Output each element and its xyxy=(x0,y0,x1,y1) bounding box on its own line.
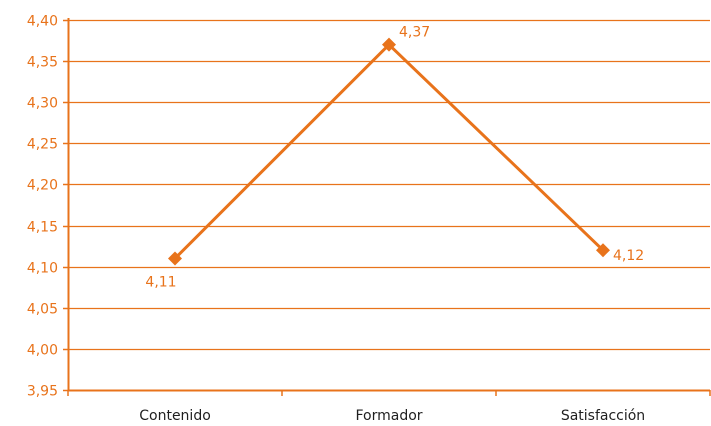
data-point-marker xyxy=(382,37,396,52)
data-label: 4,12 xyxy=(613,248,644,264)
y-tick-label: 4,40 xyxy=(27,14,58,30)
data-point-marker xyxy=(596,243,610,258)
y-tick-label: 4,20 xyxy=(27,178,58,194)
y-tick-label: 4,25 xyxy=(27,137,58,153)
y-tick-label: 4,30 xyxy=(27,96,58,112)
x-axis-tick-labels: Contenido Formador Satisfacción xyxy=(139,408,645,424)
data-label: 4,37 xyxy=(399,25,430,41)
y-tick-label: 4,05 xyxy=(27,302,58,318)
y-tick-label: 4,15 xyxy=(27,220,58,236)
y-tick-label: 4,00 xyxy=(27,343,58,359)
y-tick-label: 3,95 xyxy=(27,384,58,400)
data-point-marker xyxy=(168,251,182,266)
y-tick-label: 4,10 xyxy=(27,261,58,277)
y-axis-tick-labels: 3,95 4,00 4,05 4,10 4,15 4,20 4,25 4,30 4,35 4,40 xyxy=(27,14,58,400)
y-tick-label: 4,35 xyxy=(27,55,58,71)
series-markers xyxy=(168,37,610,266)
data-labels: 4,11 4,37 4,12 xyxy=(145,25,644,291)
data-label: 4,11 xyxy=(145,274,176,290)
axes xyxy=(63,18,711,396)
x-tick-label: Satisfacción xyxy=(561,408,645,424)
x-tick-label: Formador xyxy=(355,408,422,424)
grid-lines xyxy=(68,19,710,351)
x-tick-label: Contenido xyxy=(139,408,211,424)
